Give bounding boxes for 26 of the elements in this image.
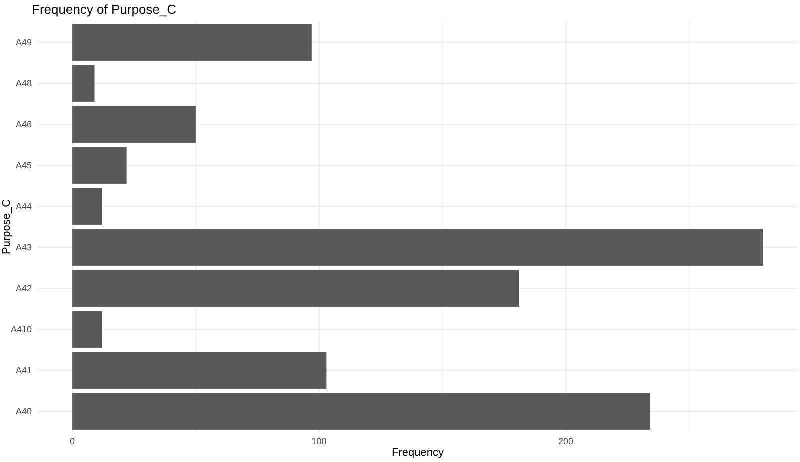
y-tick-label: A40: [16, 406, 32, 416]
x-tick-label: 200: [558, 436, 574, 446]
bar: [72, 106, 196, 143]
bar: [72, 147, 127, 184]
bar: [72, 229, 764, 266]
y-tick-label: A43: [16, 242, 32, 252]
y-tick-label: A41: [16, 365, 32, 376]
x-tick-label: 100: [312, 436, 327, 446]
bar: [72, 24, 312, 61]
bar: [72, 65, 95, 102]
y-tick-label: A49: [16, 37, 32, 48]
bar: [72, 352, 327, 389]
y-axis-title: Purpose_C: [1, 199, 13, 255]
bar: [72, 188, 102, 225]
bar: [72, 270, 520, 307]
bar: [72, 311, 102, 348]
bar: [72, 393, 650, 430]
chart-title: Frequency of Purpose_C: [32, 2, 177, 17]
y-tick-label: A44: [16, 201, 32, 212]
y-tick-label: A42: [16, 283, 32, 294]
y-tick-label: A48: [16, 78, 32, 88]
x-axis-title: Frequency: [392, 447, 444, 459]
y-tick-label: A45: [16, 160, 32, 170]
y-tick-label: A46: [16, 119, 32, 130]
y-tick-label: A410: [10, 324, 32, 334]
x-tick-label: 0: [70, 436, 76, 446]
